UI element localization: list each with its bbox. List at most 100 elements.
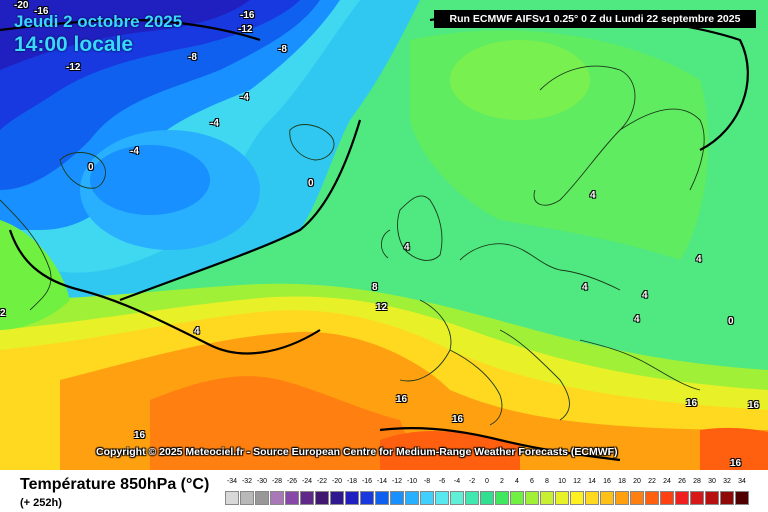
legend-swatch: [390, 491, 404, 505]
legend-swatch: [510, 491, 524, 505]
legend-label: 22: [648, 478, 656, 485]
legend-swatch: [315, 491, 329, 505]
warm-band-east: [700, 427, 768, 470]
legend-label: 2: [500, 478, 504, 485]
cold-region-core: [0, 0, 250, 70]
scandinavia-warm-patch: [450, 40, 590, 120]
legend-swatch: [330, 491, 344, 505]
isotherm-label: 2: [0, 308, 6, 319]
legend-label: 16: [603, 478, 611, 485]
legend-swatch: [555, 491, 569, 505]
legend-swatch: [345, 491, 359, 505]
legend-label: -30: [256, 478, 268, 485]
legend-label: 12: [573, 478, 581, 485]
isotherm-label: 16: [396, 394, 408, 405]
isotherm-label: -12: [238, 24, 253, 35]
legend-label: 28: [693, 478, 701, 485]
legend-label: 32: [723, 478, 731, 485]
legend-swatch: [465, 491, 479, 505]
legend-label: -28: [271, 478, 283, 485]
isotherm-label: 16: [452, 414, 464, 425]
legend-swatch: [525, 491, 539, 505]
isotherm-label: 4: [642, 290, 648, 301]
legend-label: 26: [678, 478, 686, 485]
legend-label: -26: [286, 478, 298, 485]
legend-label: 0: [485, 478, 489, 485]
isotherm-label: 4: [404, 242, 410, 253]
isotherm-label: 0: [88, 162, 94, 173]
legend-label: -2: [468, 478, 476, 485]
isotherm-label: -12: [66, 62, 81, 73]
isotherm-label: 16: [748, 400, 760, 411]
isotherm-label: -4: [240, 92, 249, 103]
isotherm-label: 4: [634, 314, 640, 325]
legend-swatch: [420, 491, 434, 505]
legend-swatch: [255, 491, 269, 505]
legend-label: 20: [633, 478, 641, 485]
legend-swatch: [495, 491, 509, 505]
isotherm-label: 12: [376, 302, 388, 313]
low-swirl-inner: [90, 145, 210, 215]
warm-band-6: [380, 430, 520, 470]
forecast-lead-time: (+ 252h): [20, 497, 62, 509]
legend-swatch: [570, 491, 584, 505]
legend-swatch: [615, 491, 629, 505]
temperature-map[interactable]: Jeudi 2 octobre 2025 14:00 locale Run EC…: [0, 0, 768, 470]
color-scale-legend: -34 -32 -30 -28 -26 -24 -22 -20 -18 -16 -14 -12 -10-…: [225, 478, 755, 508]
legend-swatch: [675, 491, 689, 505]
legend-label: -16: [361, 478, 373, 485]
legend-swatch: [585, 491, 599, 505]
legend-label: -6: [438, 478, 446, 485]
legend-label: -8: [423, 478, 431, 485]
legend-swatch: [660, 491, 674, 505]
isotherm-label: -20: [14, 0, 29, 11]
isotherm-label: 16: [730, 458, 742, 469]
legend-label: -14: [376, 478, 388, 485]
isotherm-label: 4: [590, 190, 596, 201]
forecast-date: Jeudi 2 octobre 2025: [14, 12, 183, 31]
isotherm-label: -16: [240, 10, 255, 21]
legend-swatch: [705, 491, 719, 505]
isotherm-label: 0: [728, 316, 734, 327]
legend-swatch: [480, 491, 494, 505]
legend-label: 4: [515, 478, 519, 485]
isotherm-label: 0: [308, 178, 314, 189]
copyright-notice: Copyright © 2025 Meteociel.fr - Source E…: [96, 446, 618, 458]
warm-band-5: [150, 376, 420, 470]
legend-swatch: [405, 491, 419, 505]
legend-label: -32: [241, 478, 253, 485]
legend-swatch: [270, 491, 284, 505]
legend-swatch: [240, 491, 254, 505]
isotherm-label: 4: [194, 326, 200, 337]
legend-swatch: [360, 491, 374, 505]
legend-swatch: [225, 491, 239, 505]
isotherm-label: 16: [686, 398, 698, 409]
isotherm-label: -8: [278, 44, 287, 55]
legend-swatch: [720, 491, 734, 505]
isotherm-label: -4: [130, 146, 139, 157]
map-footer: Température 850hPa (°C) (+ 252h) -34 -32-…: [0, 470, 768, 512]
legend-label: -18: [346, 478, 358, 485]
legend-label: -24: [301, 478, 313, 485]
legend-swatch: [735, 491, 749, 505]
isotherm-label: -8: [188, 52, 197, 63]
legend-label: -20: [331, 478, 343, 485]
isotherm-label: 16: [134, 430, 146, 441]
legend-swatch: [630, 491, 644, 505]
isotherm-label: 8: [372, 282, 378, 293]
legend-swatch: [540, 491, 554, 505]
legend-swatch: [300, 491, 314, 505]
legend-label: -4: [453, 478, 461, 485]
isotherm-label: -16: [34, 6, 49, 17]
forecast-time: 14:00 locale: [14, 33, 134, 56]
legend-label: -12: [391, 478, 403, 485]
legend-swatch: [375, 491, 389, 505]
legend-swatch: [600, 491, 614, 505]
legend-label: 10: [558, 478, 566, 485]
legend-label: 18: [618, 478, 626, 485]
legend-label: 8: [545, 478, 549, 485]
legend-swatch: [435, 491, 449, 505]
legend-label: -10: [406, 478, 418, 485]
legend-label: 24: [663, 478, 671, 485]
legend-swatch: [645, 491, 659, 505]
